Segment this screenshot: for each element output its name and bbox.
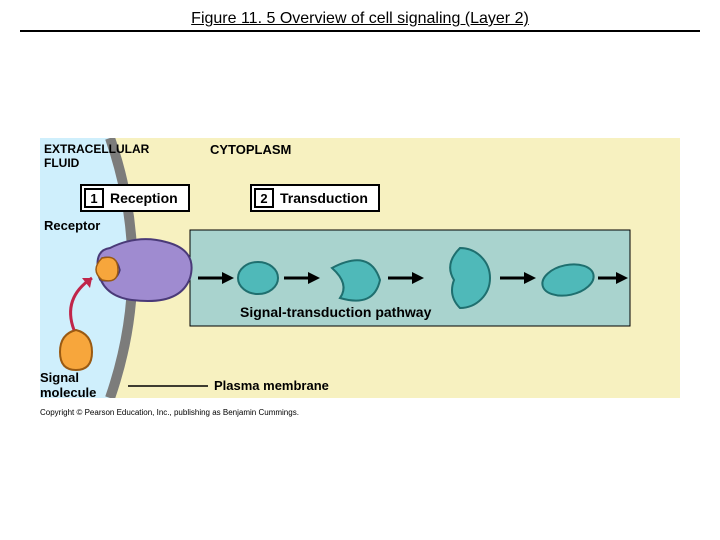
step-label: Transduction [280, 190, 368, 206]
step-label: Reception [110, 190, 178, 206]
step-transduction: 2 Transduction [250, 184, 380, 212]
page: Figure 11. 5 Overview of cell signaling … [0, 0, 720, 540]
signal-molecule-shape [60, 330, 92, 370]
figure-title: Figure 11. 5 Overview of cell signaling … [191, 10, 529, 27]
step-reception: 1 Reception [80, 184, 190, 212]
step-number: 1 [84, 188, 104, 208]
bound-signal-molecule [96, 257, 118, 281]
relay-molecule [238, 262, 278, 294]
diagram-svg [40, 138, 680, 398]
copyright-text: Copyright © Pearson Education, Inc., pub… [40, 408, 299, 417]
extracellular-label: EXTRACELLULAR FLUID [44, 142, 149, 170]
receptor-label: Receptor [44, 218, 100, 233]
figure-title-bar: Figure 11. 5 Overview of cell signaling … [20, 10, 700, 32]
cell-signaling-diagram: EXTRACELLULAR FLUID CYTOPLASM 1 Receptio… [40, 138, 680, 398]
cytoplasm-label: CYTOPLASM [210, 142, 291, 157]
plasma-membrane-label: Plasma membrane [214, 378, 329, 393]
step-number: 2 [254, 188, 274, 208]
pathway-label: Signal-transduction pathway [240, 304, 431, 320]
signal-molecule-label: Signal molecule [40, 370, 96, 400]
